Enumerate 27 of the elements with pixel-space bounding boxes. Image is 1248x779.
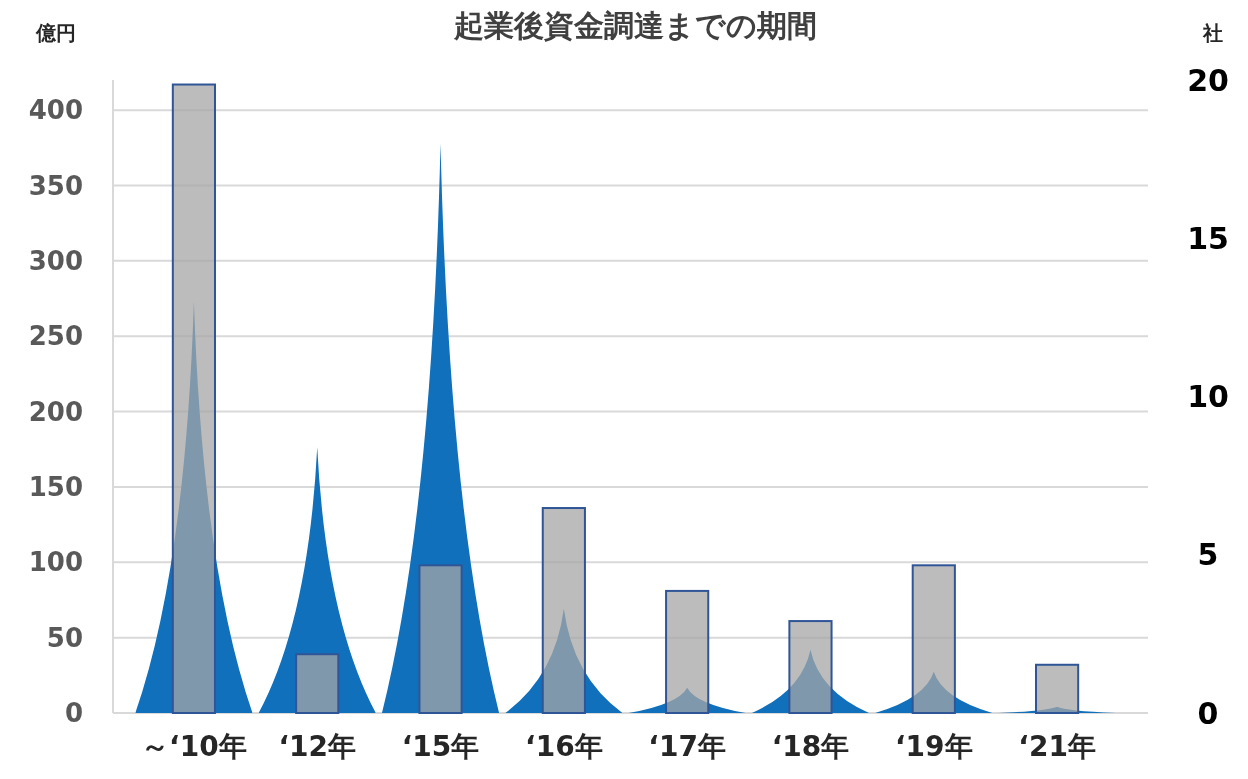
x-tick-label: ‘21年 — [1018, 730, 1096, 763]
y2-tick-label: 10 — [1187, 379, 1229, 414]
y-tick-label: 400 — [28, 95, 83, 126]
x-tick-label: ‘17年 — [648, 730, 726, 763]
x-tick-label: ‘12年 — [278, 730, 357, 763]
chart-title: 起業後資金調達までの期間 — [453, 8, 817, 43]
x-tick-label: ‘19年 — [894, 730, 973, 763]
x-tick-label: ～‘10年 — [141, 730, 247, 763]
x-tick-label: ‘15年 — [401, 730, 480, 763]
bar — [295, 653, 340, 714]
y-axis-title: 億円 — [35, 21, 76, 45]
y-tick-label: 150 — [28, 472, 83, 503]
y2-tick-label: 20 — [1187, 62, 1229, 98]
y2-axis-title: 社 — [1202, 21, 1223, 45]
y-tick-label: 100 — [28, 547, 83, 578]
y-tick-label: 300 — [28, 245, 83, 276]
y-tick-label: 350 — [28, 170, 83, 201]
y-tick-label: 200 — [28, 396, 83, 427]
y2-tick-label: 0 — [1197, 695, 1219, 731]
y-tick-label: 250 — [28, 321, 83, 352]
y-tick-label: 0 — [64, 698, 83, 729]
y2-tick-label: 5 — [1197, 537, 1219, 573]
y2-tick-label: 15 — [1187, 220, 1229, 256]
x-tick-label: ‘16年 — [525, 730, 603, 763]
y-tick-label: 50 — [46, 622, 83, 653]
x-tick-label: ‘18年 — [771, 730, 850, 763]
bar — [418, 564, 463, 714]
